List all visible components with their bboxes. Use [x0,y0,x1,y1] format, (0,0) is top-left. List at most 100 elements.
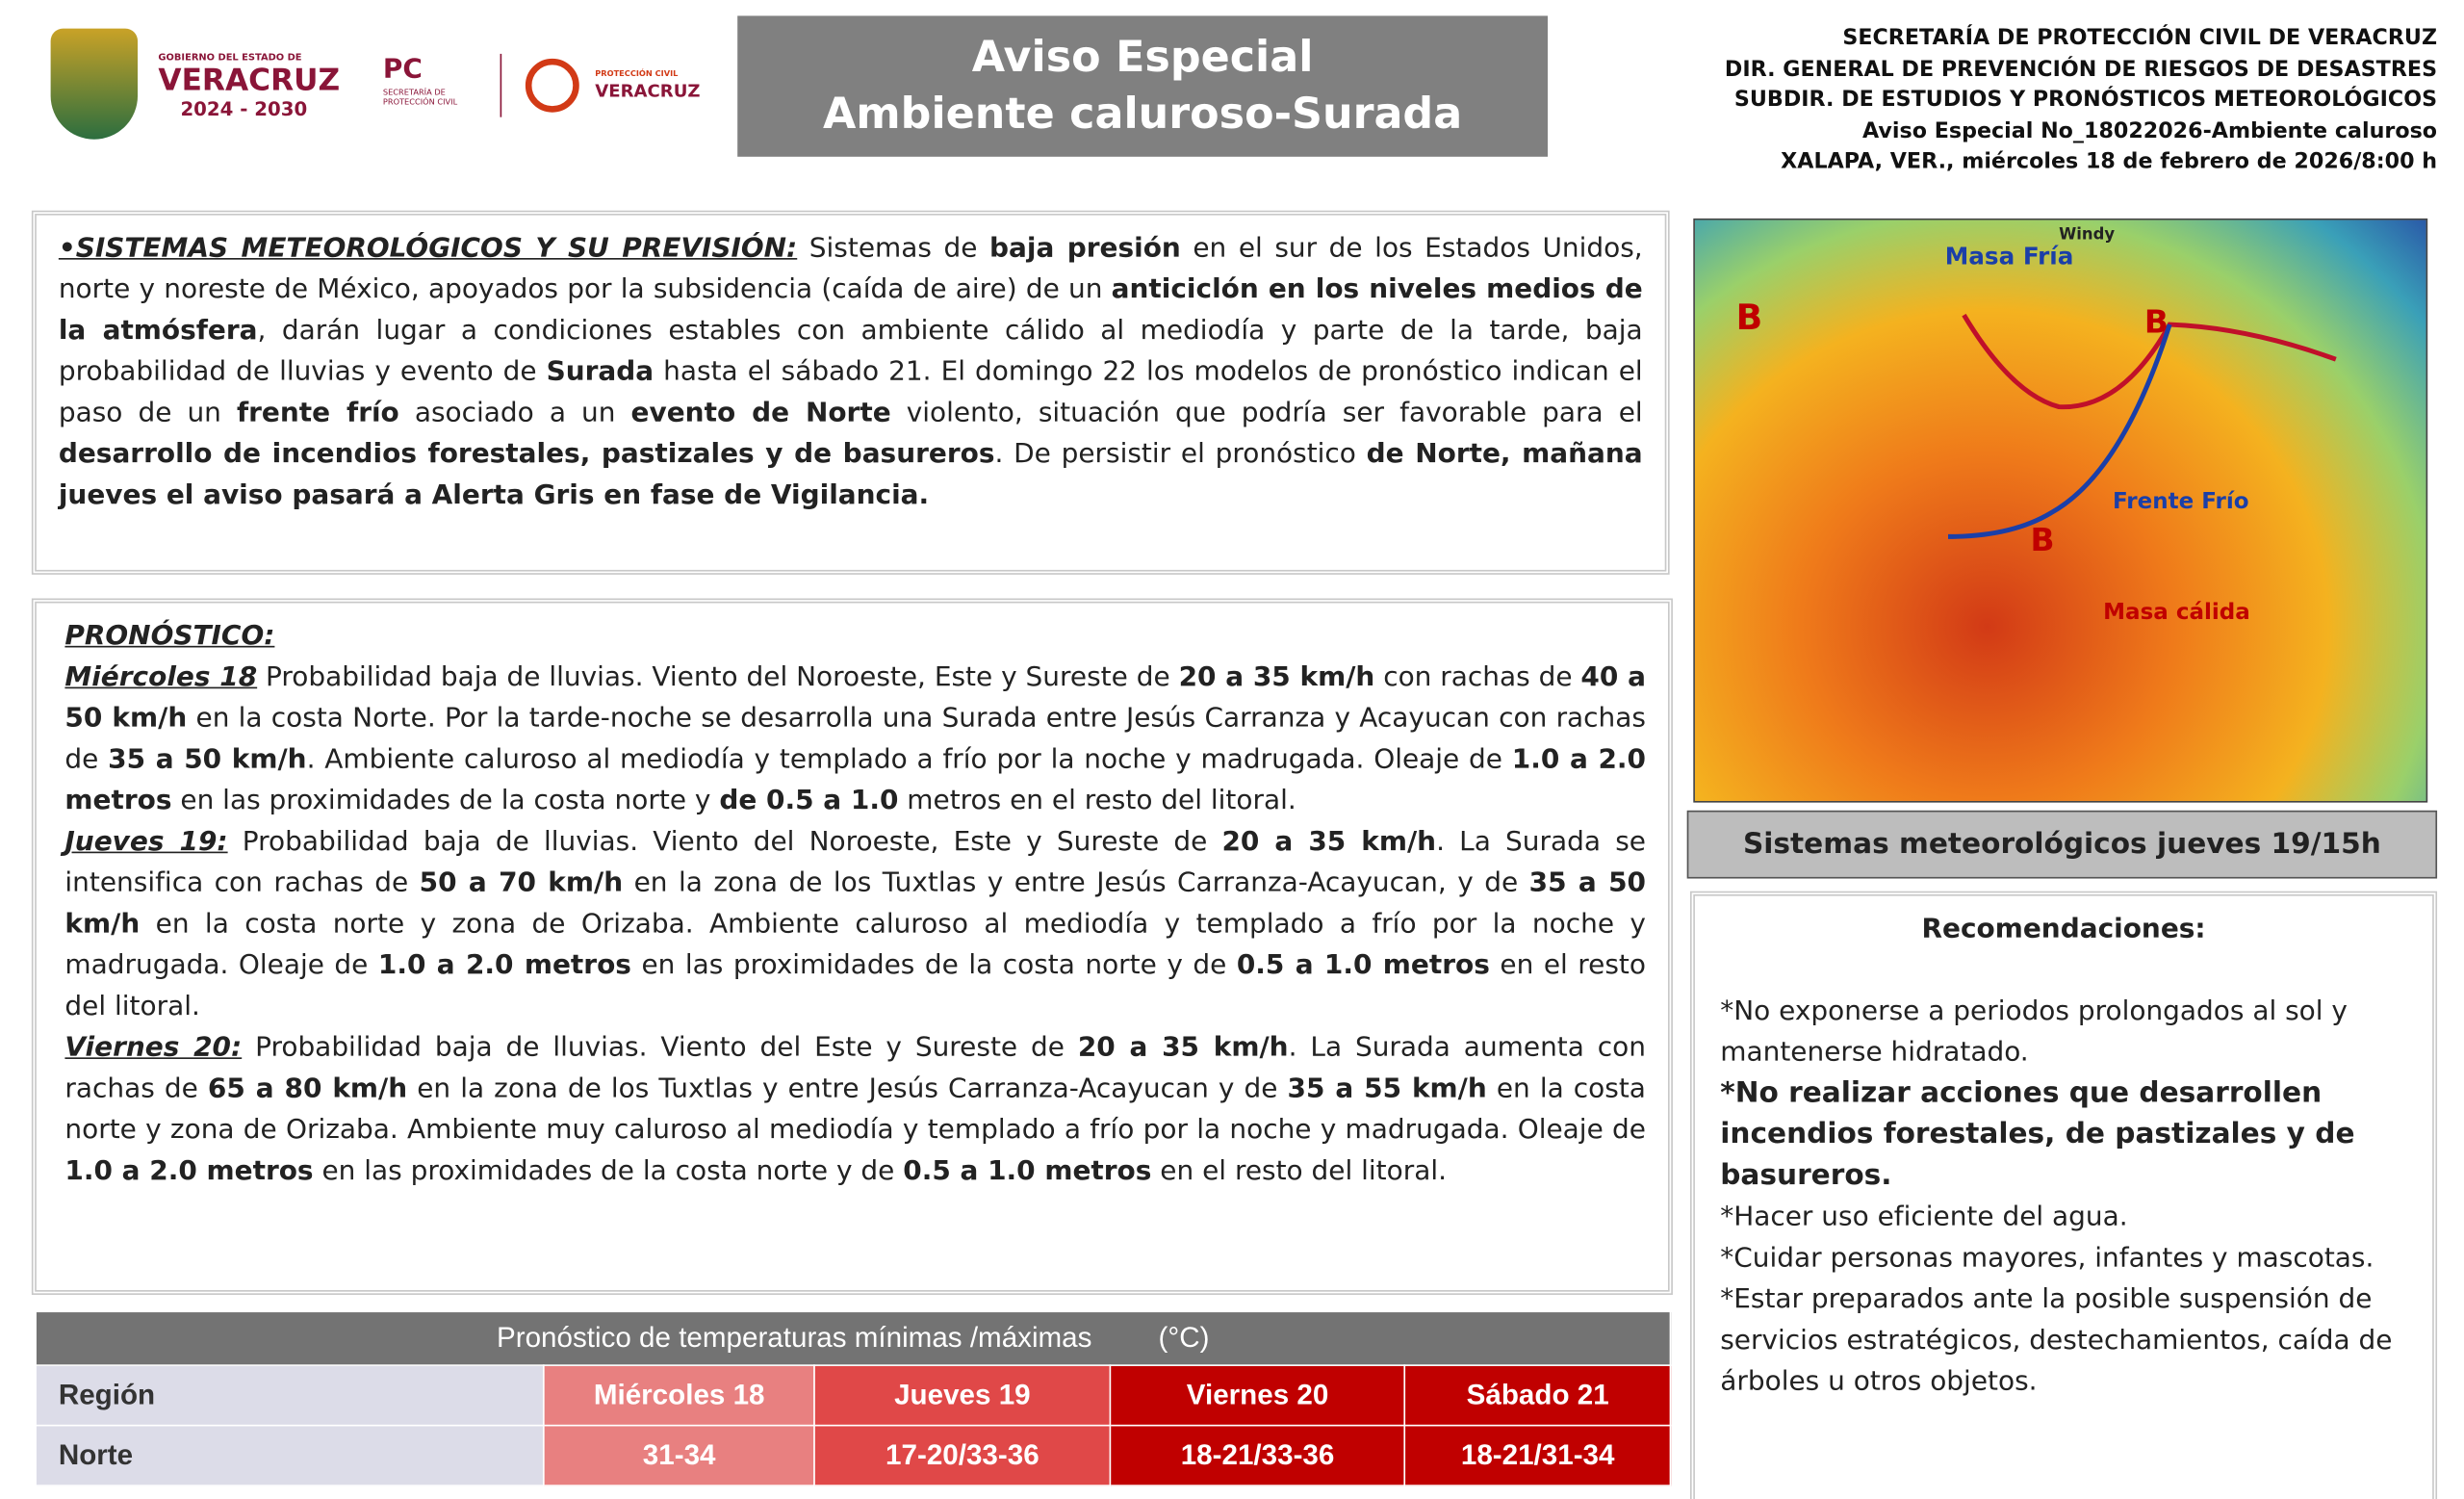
day-heading: Viernes 20: [64,1032,243,1064]
text-run: Probabilidad baja de lluvias. Viento del… [257,661,1179,694]
logo-text: VERACRUZ [158,63,341,98]
text-run: 0.5 a 1.0 metros [1236,949,1490,982]
text-run: 35 a 55 km/h [1287,1073,1487,1105]
recommendation: *Cuidar personas mayores, infantes y mas… [1720,1242,2374,1275]
text-run: 40 a 50 km/h [64,661,1646,735]
text-run: . De persistir el pronóstico [994,438,1367,471]
logo-text: VERACRUZ [595,80,701,102]
temperature-table: Pronóstico de temperaturas mínimas /máxi… [35,1310,1672,1486]
text-run: anticiclón en los niveles medios de la a… [58,273,1643,348]
text-run: 65 a 80 km/h [207,1073,408,1105]
text-run: de 0.5 a 1.0 [719,785,899,817]
pc-emblem [525,58,579,113]
recommendation: *No realizar acciones que desarrollen in… [1720,1076,2355,1193]
text-run: en las proximidades de la costa norte y [171,785,720,817]
warm-front [1962,313,2337,410]
text-run: en el sur de los Estados Unidos, norte y… [58,232,1643,306]
day-heading: Jueves 19: [64,826,228,859]
table-cell: 31-34 [542,1424,816,1486]
section-heading: •SISTEMAS METEOROLÓGICOS Y SU PREVISIÓN: [58,232,798,265]
text-run: en las proximidades de la costa norte y … [630,949,1237,982]
table-row: Norte 31-34 17-20/33-36 18-21/33-36 18-21/31… [35,1424,1672,1486]
recommendations-box: Recomendaciones: *No exponerse a periodos… [1690,891,2438,1499]
text-run: asociado a un [398,397,631,429]
forecast-day: Miércoles 18 Probabilidad baja de lluvia… [64,657,1646,821]
text-run: en la costa norte y zona de Orizaba. Amb… [64,908,1646,982]
column-header: Viernes 20 [1109,1364,1406,1427]
text-run: desarrollo de incendios forestales, past… [58,438,995,471]
text-run: de Norte, mañana jueves el aviso pasará … [58,438,1643,512]
text-run: en el resto del litoral. [64,949,1646,1023]
text-run: 20 a 35 km/h [1178,661,1375,694]
text-run: 20 a 35 km/h [1221,826,1437,859]
text-run: violento, situación que podría ser favor… [890,397,1643,429]
agency-line: SECRETARÍA DE PROTECCIÓN CIVIL DE VERACR… [1842,25,2438,51]
forecast-day: Viernes 20: Probabilidad baja de lluvias… [64,1027,1646,1192]
cold-front [1948,323,2172,539]
text-run: metros en el resto del litoral. [898,785,1296,817]
coat-of-arms [50,28,139,140]
forecast-box: PRONÓSTICO: Miércoles 18 Probabilidad baj… [31,598,1673,1295]
text-run: con rachas de [1374,661,1581,694]
text-run: Probabilidad baja de lluvias. Viento del… [242,1032,1078,1064]
agency-line: Aviso Especial No_18022026-Ambiente calu… [1862,117,2438,143]
column-header: Miércoles 18 [542,1364,816,1427]
title-box: Aviso Especial Ambiente caluroso-Surada [737,15,1549,157]
recommendation: *No exponerse a periodos prolongados al … [1720,995,2348,1069]
text-run: 1.0 a 2.0 metros [377,949,631,982]
text-run: 35 a 50 km/h [108,743,307,776]
logo-text: GOBIERNO DEL ESTADO DE [158,52,302,64]
weather-map: Windy Masa Fría B B B Frente Frío Masa cálida [1693,218,2428,803]
agency-line: SUBDIR. DE ESTUDIOS Y PRONÓSTICOS METEOR… [1733,87,2438,113]
column-header: Región [35,1364,545,1427]
table-title-text: Pronóstico de temperaturas mínimas /máxi… [496,1321,1092,1354]
agency-header: SECRETARÍA DE PROTECCIÓN CIVIL DE VERACR… [1725,24,2437,178]
recommendation: *Estar preparados ante la posible suspen… [1720,1283,2393,1398]
text-run: 0.5 a 1.0 metros [903,1155,1152,1188]
systems-box: •SISTEMAS METEOROLÓGICOS Y SU PREVISIÓN:… [31,210,1670,575]
map-label: Masa Fría [1944,242,2074,271]
text-run: Sistemas de [797,232,990,265]
map-label: Masa cálida [2103,600,2250,626]
text-run: , darán lugar a condiciones estables con… [58,315,1643,388]
recommendation: *Hacer uso eficiente del agua. [1720,1201,2128,1233]
front-lines [1948,313,2337,539]
recommendations-title: Recomendaciones: [1921,913,2206,945]
map-label: B [2143,302,2169,341]
agency-line: DIR. GENERAL DE PREVENCIÓN DE RIESGOS DE… [1724,56,2438,82]
section-heading: PRONÓSTICO: [64,620,275,653]
table-cell: 17-20/33-36 [813,1424,1112,1486]
map-label: B [2030,520,2055,559]
map-label: B [1735,298,1763,339]
agency-line: XALAPA, VER., miércoles 18 de febrero de… [1781,148,2438,174]
divider [500,53,502,117]
map-caption: Sistemas meteorológicos jueves 19/15h [1686,810,2438,879]
map-label: Windy [2059,226,2116,245]
text-run: . Ambiente caluroso al mediodía y templa… [306,743,1512,776]
table-unit: (°C) [1158,1321,1210,1354]
table-header-row: Región Miércoles 18 Jueves 19 Viernes 20 Sáb… [35,1364,1672,1427]
text-run: 50 a 70 km/h [419,867,624,899]
text-run: en el resto del litoral. [1151,1155,1447,1188]
text-run: 20 a 35 km/h [1077,1032,1289,1064]
text-run: en la costa Norte. Por la tarde-noche se… [64,703,1646,776]
column-header: Sábado 21 [1404,1364,1672,1427]
text-run: en la zona de los Tuxtlas y entre Jesús … [407,1073,1288,1105]
logo-text: 2024 - 2030 [180,97,308,120]
text-run: . La Surada se intensifica con rachas de [64,826,1646,899]
text-run: en la zona de los Tuxtlas y entre Jesús … [623,867,1529,899]
table-cell: 18-21/33-36 [1109,1424,1406,1486]
column-header: Jueves 19 [813,1364,1112,1427]
text-run: en la costa norte y zona de Orizaba. Amb… [64,1073,1646,1147]
table-title: Pronóstico de temperaturas mínimas /máxi… [35,1310,1672,1366]
logo-text: SECRETARÍA DE PROTECCIÓN CIVIL [382,89,458,108]
text-run: evento de Norte [630,397,891,429]
text-run: en las proximidades de la costa norte y … [313,1155,904,1188]
text-run: 35 a 50 km/h [64,867,1646,941]
table-cell: 18-21/31-34 [1404,1424,1672,1486]
table-title-row: Pronóstico de temperaturas mínimas /máxi… [35,1310,1672,1366]
forecast-day: Jueves 19: Probabilidad baja de lluvias.… [64,821,1646,1027]
title: Aviso Especial [971,32,1314,82]
